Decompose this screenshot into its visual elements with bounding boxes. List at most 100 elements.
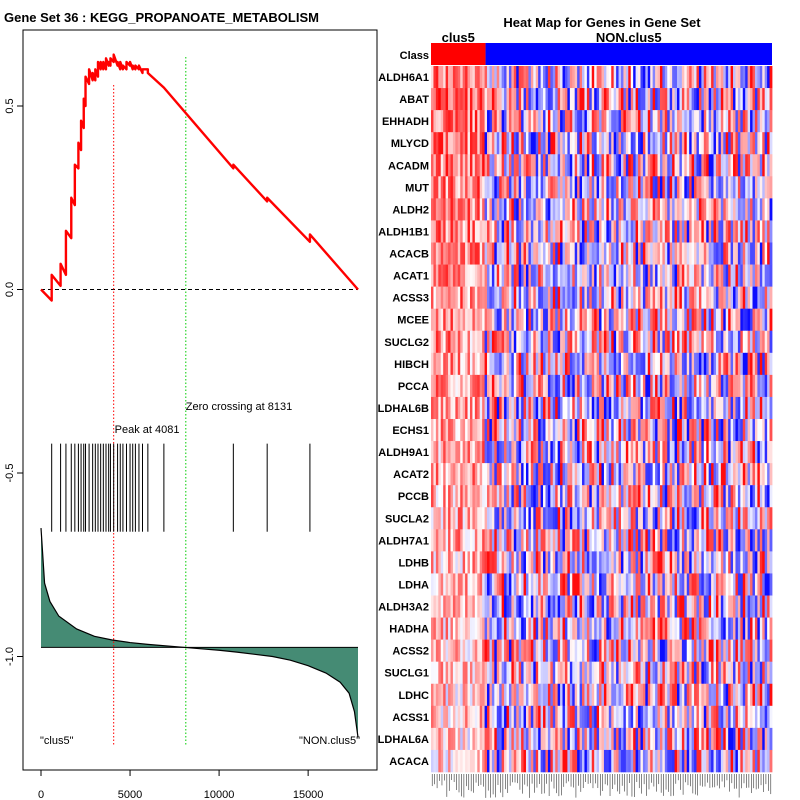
heatmap-cell (555, 749, 559, 773)
heatmap-cell (696, 396, 700, 420)
heatmap-cell (657, 749, 661, 773)
heatmap-cell (691, 749, 695, 773)
heatmap-cell (769, 683, 773, 707)
heatmap-cell (547, 220, 551, 243)
heatmap-cell (620, 308, 624, 332)
heatmap-cell (550, 396, 554, 420)
heatmap-cell (472, 264, 476, 287)
heatmap-cell (713, 617, 717, 640)
heatmap-cell (591, 352, 595, 376)
heatmap-cell (633, 286, 636, 309)
heatmap-cell (735, 463, 739, 486)
heatmap-cell (530, 485, 534, 508)
heatmap-cell (589, 441, 593, 464)
heatmap-cell (516, 154, 520, 177)
heatmap-cell (725, 639, 729, 662)
heatmap-cell (564, 595, 568, 618)
heatmap-cell (664, 242, 668, 265)
heatmap-cell (606, 220, 610, 243)
heatmap-cell (508, 198, 512, 221)
heatmap-cell (669, 154, 673, 177)
heatmap-cell (681, 551, 685, 574)
heatmap-cell (689, 573, 693, 596)
heatmap-cell (723, 154, 727, 177)
heatmap-cell (521, 308, 524, 332)
heatmap-cell (608, 551, 612, 574)
heatmap-cell (448, 242, 451, 265)
heatmap-cell (465, 110, 468, 133)
heatmap-cell (438, 485, 442, 508)
heatmap-cell (489, 220, 493, 243)
heatmap-cell (504, 441, 507, 464)
heatmap-cell (472, 66, 476, 89)
heatmap-cell (591, 154, 595, 177)
heatmap-cell (530, 727, 534, 751)
heatmap-cell (720, 551, 724, 574)
heatmap-cell (684, 419, 688, 442)
heatmap-cell (628, 705, 632, 729)
heatmap-cell (747, 551, 751, 574)
heatmap-cell (620, 485, 624, 508)
heatmap-cell (569, 154, 573, 177)
heatmap-cell (638, 551, 641, 574)
heatmap-cell (642, 463, 646, 486)
heatmap-cell (516, 419, 520, 442)
heatmap-cell (684, 507, 688, 530)
heatmap-cell (652, 419, 656, 442)
heatmap-cell (640, 286, 644, 309)
heatmap-cell (664, 396, 668, 420)
heatmap-cell (730, 374, 734, 398)
heatmap-cell (694, 727, 697, 751)
heatmap-cell (623, 419, 627, 442)
heatmap-cell (506, 529, 510, 552)
heatmap-cell (601, 419, 605, 442)
heatmap-cell (567, 485, 571, 508)
heatmap-cell (652, 242, 656, 265)
heatmap-cell (487, 705, 490, 729)
heatmap-cell (611, 683, 615, 707)
heatmap-cell (659, 88, 663, 111)
heatmap-cell (484, 352, 488, 376)
heatmap-cell (596, 396, 600, 420)
heatmap-cell (762, 749, 766, 773)
heatmap-cell (735, 441, 739, 464)
heatmap-cell (647, 352, 651, 376)
heatmap-cell (487, 749, 490, 773)
heatmap-cell (659, 242, 663, 265)
heatmap-cell (457, 661, 461, 685)
heatmap-cell (735, 661, 739, 685)
heatmap-cell (698, 88, 702, 111)
heatmap-cell (769, 66, 773, 89)
heatmap-cell (613, 727, 617, 751)
heatmap-cell (706, 396, 710, 420)
heatmap-cell (443, 198, 447, 221)
heatmap-cell (540, 441, 544, 464)
heatmap-cell (735, 419, 739, 442)
heatmap-cell (499, 330, 503, 354)
heatmap-cell (640, 463, 644, 486)
heatmap-row-label: ECHS1 (392, 425, 429, 437)
heatmap-cell (516, 529, 520, 552)
heatmap-cell (640, 639, 644, 662)
heatmap-cell (508, 441, 512, 464)
heatmap-cell (752, 507, 756, 530)
heatmap-cell (457, 485, 461, 508)
heatmap-cell (672, 595, 675, 618)
heatmap-cell (737, 176, 741, 199)
heatmap-cell (589, 286, 593, 309)
heatmap-cell (623, 132, 627, 155)
heatmap-cell (603, 661, 607, 685)
heatmap-cell (606, 441, 610, 464)
heatmap-cell (506, 441, 510, 464)
heatmap-cell (650, 132, 654, 155)
heatmap-cell (574, 132, 578, 155)
heatmap-cell (764, 529, 768, 552)
heatmap-cell (667, 198, 671, 221)
heatmap-cell (521, 441, 524, 464)
heatmap-cell (462, 374, 466, 398)
heatmap-cell (603, 396, 607, 420)
heatmap-cell (657, 330, 661, 354)
heatmap-cell (715, 595, 719, 618)
heatmap-cell (445, 198, 449, 221)
heatmap-cell (718, 242, 722, 265)
